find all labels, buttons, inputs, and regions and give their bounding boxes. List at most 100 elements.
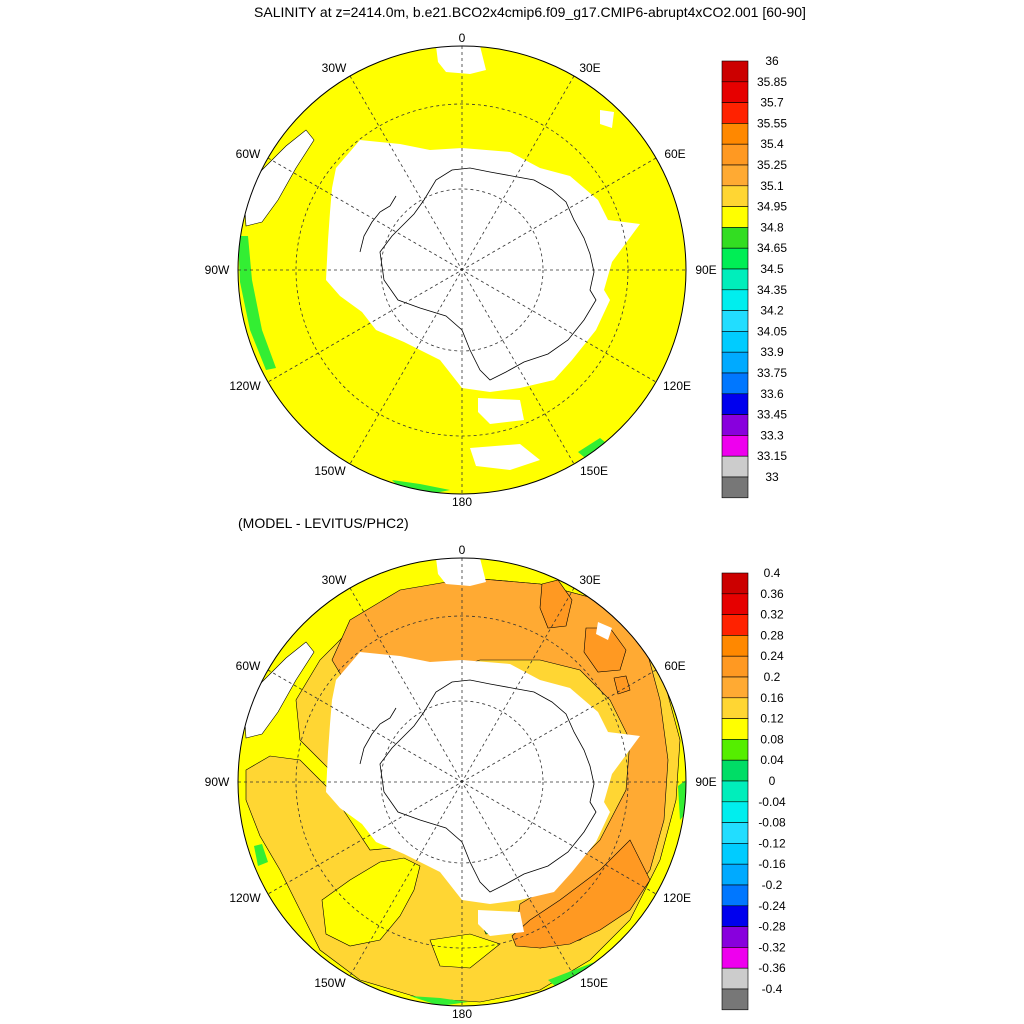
bottom-colorbar-label-8: 0.08 [760, 732, 784, 746]
top-map: 0 30E 60E 90E 120E 150E 180 150W 120W 90… [205, 31, 717, 509]
bottom-peninsula-coast [359, 707, 397, 765]
bottom-colorbar-box-10 [721, 780, 749, 803]
top-colorbar-box-19 [721, 455, 749, 478]
difference-subtitle: (MODEL - LEVITUS/PHC2) [238, 515, 409, 531]
bottom-north-gap [436, 558, 486, 586]
top-colorbar-label-20: 33 [765, 470, 779, 484]
top-colorbar: 36 35.85 35.7 35.55 35.4 35.25 35.1 34.95 34.8 34… [721, 54, 787, 499]
top-peninsula-coast [359, 195, 397, 253]
bottom-colorbar-label-3: 0.28 [760, 628, 784, 642]
bottom-lon-label-30e: 30E [579, 573, 600, 587]
top-antarctica-land [326, 140, 640, 392]
bottom-colorbar-box-18 [721, 947, 749, 969]
bottom-colorbar-label-17: -0.28 [758, 920, 786, 934]
top-colorbar-box-4 [721, 143, 749, 166]
bottom-colorbar-label-14: -0.16 [758, 857, 786, 871]
top-lon-label-90e: 90E [695, 263, 716, 277]
bottom-colorbar-box-19 [721, 967, 749, 990]
top-colorbar-box-15 [721, 372, 749, 395]
top-colorbar-box-17 [721, 414, 749, 436]
top-ross-gap [478, 398, 524, 424]
top-colorbar-box-0 [721, 60, 749, 83]
top-colorbar-box-7 [721, 206, 749, 228]
top-lon-label-180: 180 [452, 495, 472, 509]
top-colorbar-label-9: 34.65 [757, 241, 787, 255]
top-colorbar-label-0: 36 [765, 54, 779, 68]
top-lon-label-0: 0 [459, 31, 466, 45]
bottom-antarctica-land [326, 652, 640, 904]
top-se-gap [470, 444, 540, 470]
bottom-colorbar-box-11 [721, 801, 749, 823]
bottom-colorbar-box-8 [721, 739, 749, 761]
figure-title: SALINITY at z=2414.0m, b.e21.BCO2x4cmip6… [254, 4, 806, 20]
bottom-ross-gap [478, 910, 524, 936]
bottom-colorbar-label-18: -0.32 [758, 940, 786, 954]
bottom-high-patch-se [511, 839, 651, 949]
bottom-lon-label-120w: 120W [229, 891, 261, 905]
top-colorbar-label-10: 34.5 [760, 262, 784, 276]
bottom-colorbar-box-16 [721, 905, 749, 927]
top-colorbar-box-5 [721, 164, 749, 187]
bottom-lon-label-60e: 60E [664, 659, 685, 673]
bottom-colorbar-label-16: -0.24 [758, 899, 786, 913]
top-colorbar-label-8: 34.8 [760, 220, 784, 234]
top-lon-label-30w: 30W [322, 61, 347, 75]
bottom-green-coast-s [410, 996, 468, 1006]
top-colorbar-label-1: 35.85 [757, 75, 787, 89]
top-lon-label-90w: 90W [205, 263, 230, 277]
bottom-lon-label-150w: 150W [314, 976, 346, 990]
bottom-colorbar-label-10: 0 [769, 774, 776, 788]
bottom-colorbar: 0.4 0.36 0.32 0.28 0.24 0.2 0.16 0.12 0.08 0.04 0 -… [721, 566, 786, 1011]
top-antarctica-coastline [379, 167, 597, 381]
top-colorbar-box-1 [721, 81, 749, 103]
bottom-graticule [238, 558, 686, 1006]
top-colorbar-label-13: 34.05 [757, 324, 787, 338]
top-colorbar-box-6 [721, 185, 749, 207]
top-graticule [238, 46, 686, 494]
top-colorbar-box-13 [721, 331, 749, 353]
top-lon-label-30e: 30E [579, 61, 600, 75]
top-colorbar-box-18 [721, 435, 749, 457]
bottom-colorbar-box-9 [721, 759, 749, 782]
top-colorbar-label-5: 35.25 [757, 158, 787, 172]
bottom-colorbar-label-5: 0.2 [764, 670, 781, 684]
top-colorbar-box-16 [721, 393, 749, 415]
bottom-ne-gap [596, 622, 612, 640]
top-ne-gap [600, 110, 614, 128]
bottom-colorbar-box-2 [721, 614, 749, 636]
bottom-colorbar-label-13: -0.12 [758, 836, 786, 850]
top-colorbar-label-3: 35.55 [757, 116, 787, 130]
top-colorbar-label-17: 33.45 [757, 408, 787, 422]
top-lon-label-120w: 120W [229, 379, 261, 393]
top-colorbar-label-7: 34.95 [757, 200, 787, 214]
top-north-gap [436, 46, 486, 74]
bottom-south-america-land [243, 641, 315, 739]
top-colorbar-label-14: 33.9 [760, 345, 784, 359]
bottom-colorbar-label-12: -0.08 [758, 816, 786, 830]
bottom-yellow-lobe-s [429, 933, 501, 969]
bottom-colorbar-label-19: -0.36 [758, 961, 786, 975]
bottom-colorbar-label-11: -0.04 [758, 795, 786, 809]
top-coastal-band-west [238, 236, 276, 370]
top-map-boundary [237, 45, 687, 495]
bottom-colorbar-label-7: 0.12 [760, 712, 784, 726]
bottom-lon-label-0: 0 [459, 543, 466, 557]
top-lon-label-120e: 120E [663, 379, 691, 393]
top-colorbar-box-8 [721, 227, 749, 249]
bottom-colorbar-box-15 [721, 884, 749, 907]
top-colorbar-box-11 [721, 289, 749, 311]
top-lon-label-60w: 60W [236, 147, 261, 161]
bottom-lon-label-90e: 90E [695, 775, 716, 789]
bottom-green-coast-w [254, 844, 268, 866]
top-lon-label-150e: 150E [580, 464, 608, 478]
bottom-colorbar-box-13 [721, 843, 749, 865]
top-colorbar-label-11: 34.35 [757, 283, 787, 297]
bottom-colorbar-box-3 [721, 635, 749, 657]
top-colorbar-box-3 [721, 123, 749, 145]
bottom-colorbar-box-12 [721, 822, 749, 844]
top-lon-label-60e: 60E [664, 147, 685, 161]
top-colorbar-box-14 [721, 351, 749, 374]
bottom-high-patch-3 [613, 675, 631, 695]
bottom-lon-label-180: 180 [452, 1007, 472, 1021]
